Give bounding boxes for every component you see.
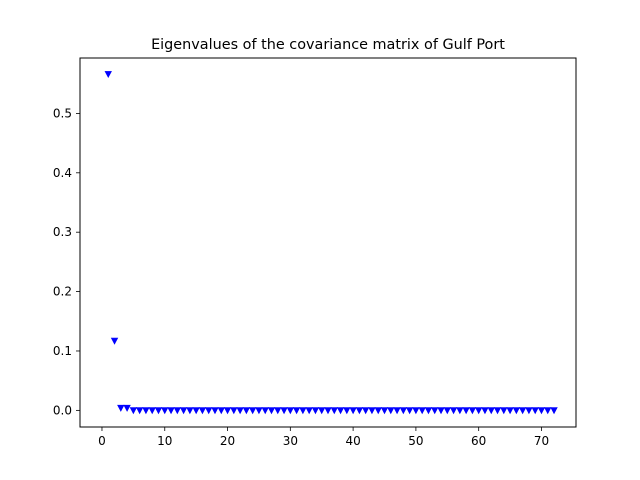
data-point bbox=[368, 407, 376, 415]
data-point bbox=[167, 407, 175, 415]
data-point bbox=[493, 407, 502, 415]
data-point bbox=[431, 407, 439, 415]
data-point bbox=[148, 407, 156, 415]
data-point bbox=[412, 407, 420, 415]
y-tick-label: 0.2 bbox=[53, 285, 72, 299]
plot-frame bbox=[79, 57, 577, 428]
data-point bbox=[261, 407, 269, 415]
x-tick-label: 0 bbox=[98, 434, 106, 448]
data-point bbox=[255, 407, 263, 415]
y-tick-label: 0.4 bbox=[53, 166, 72, 180]
data-point bbox=[512, 407, 521, 415]
data-point bbox=[192, 407, 200, 415]
y-tick-label: 0.0 bbox=[53, 403, 72, 417]
data-point bbox=[474, 407, 483, 415]
data-point bbox=[135, 407, 144, 415]
data-point bbox=[311, 407, 320, 415]
x-tick-label: 40 bbox=[345, 434, 360, 448]
data-point bbox=[110, 337, 119, 345]
data-point bbox=[399, 407, 408, 415]
data-point bbox=[211, 407, 219, 415]
data-point bbox=[330, 407, 338, 415]
x-tick-label: 70 bbox=[534, 434, 549, 448]
data-point bbox=[405, 407, 414, 415]
data-point bbox=[173, 407, 182, 415]
data-point bbox=[274, 407, 282, 415]
data-point bbox=[299, 407, 307, 415]
x-tick-label: 50 bbox=[408, 434, 423, 448]
data-point bbox=[318, 407, 326, 415]
data-point bbox=[355, 407, 364, 415]
y-tick-label: 0.5 bbox=[53, 106, 72, 120]
data-point bbox=[374, 407, 382, 415]
data-point bbox=[236, 407, 244, 415]
data-point bbox=[129, 407, 138, 415]
data-point bbox=[380, 407, 389, 415]
data-point bbox=[217, 407, 225, 415]
data-point bbox=[242, 407, 251, 415]
data-point bbox=[393, 407, 401, 415]
data-point bbox=[154, 407, 163, 415]
data-point bbox=[525, 407, 533, 415]
data-point bbox=[531, 407, 539, 415]
data-point bbox=[305, 407, 313, 415]
data-point bbox=[424, 407, 433, 415]
data-point bbox=[518, 407, 527, 415]
data-point bbox=[468, 407, 477, 415]
data-point bbox=[487, 407, 495, 415]
y-tick-label: 0.1 bbox=[53, 344, 72, 358]
data-point bbox=[387, 407, 395, 415]
x-tick-label: 20 bbox=[220, 434, 235, 448]
data-point bbox=[324, 407, 332, 415]
data-point bbox=[361, 407, 370, 415]
data-point bbox=[198, 407, 207, 415]
data-point bbox=[481, 407, 489, 415]
data-point bbox=[292, 407, 301, 415]
data-point bbox=[437, 407, 445, 415]
data-point bbox=[537, 407, 546, 415]
data-point bbox=[286, 407, 295, 415]
data-point bbox=[123, 404, 131, 412]
x-axis-ticks: 0 10 20 30 40 50 60 70 bbox=[98, 427, 549, 448]
data-point bbox=[179, 407, 188, 415]
data-point bbox=[248, 407, 257, 415]
data-point bbox=[500, 407, 508, 415]
data-point bbox=[506, 407, 514, 415]
data-point bbox=[142, 407, 150, 415]
data-point bbox=[267, 407, 276, 415]
data-point bbox=[205, 407, 213, 415]
data-point bbox=[418, 407, 426, 415]
x-tick-label: 30 bbox=[283, 434, 298, 448]
y-tick-label: 0.3 bbox=[53, 225, 72, 239]
data-point bbox=[550, 407, 558, 415]
data-point bbox=[223, 407, 232, 415]
data-point bbox=[343, 407, 351, 415]
data-point bbox=[280, 407, 288, 415]
data-point bbox=[117, 404, 125, 412]
data-point bbox=[186, 407, 194, 415]
data-point bbox=[449, 407, 458, 415]
data-point bbox=[336, 407, 345, 415]
data-point bbox=[161, 407, 169, 415]
data-point bbox=[462, 407, 470, 415]
data-point bbox=[104, 71, 112, 79]
data-marks bbox=[104, 71, 558, 415]
data-point bbox=[544, 407, 552, 415]
y-axis-ticks: 0.0 0.1 0.2 0.3 0.4 0.5 bbox=[53, 106, 80, 417]
data-point bbox=[230, 407, 238, 415]
x-tick-label: 60 bbox=[471, 434, 486, 448]
data-point bbox=[349, 407, 357, 415]
data-point bbox=[456, 407, 464, 415]
x-tick-label: 10 bbox=[157, 434, 172, 448]
chart-title: Eigenvalues of the covariance matrix of … bbox=[151, 37, 505, 53]
data-point bbox=[443, 407, 451, 415]
